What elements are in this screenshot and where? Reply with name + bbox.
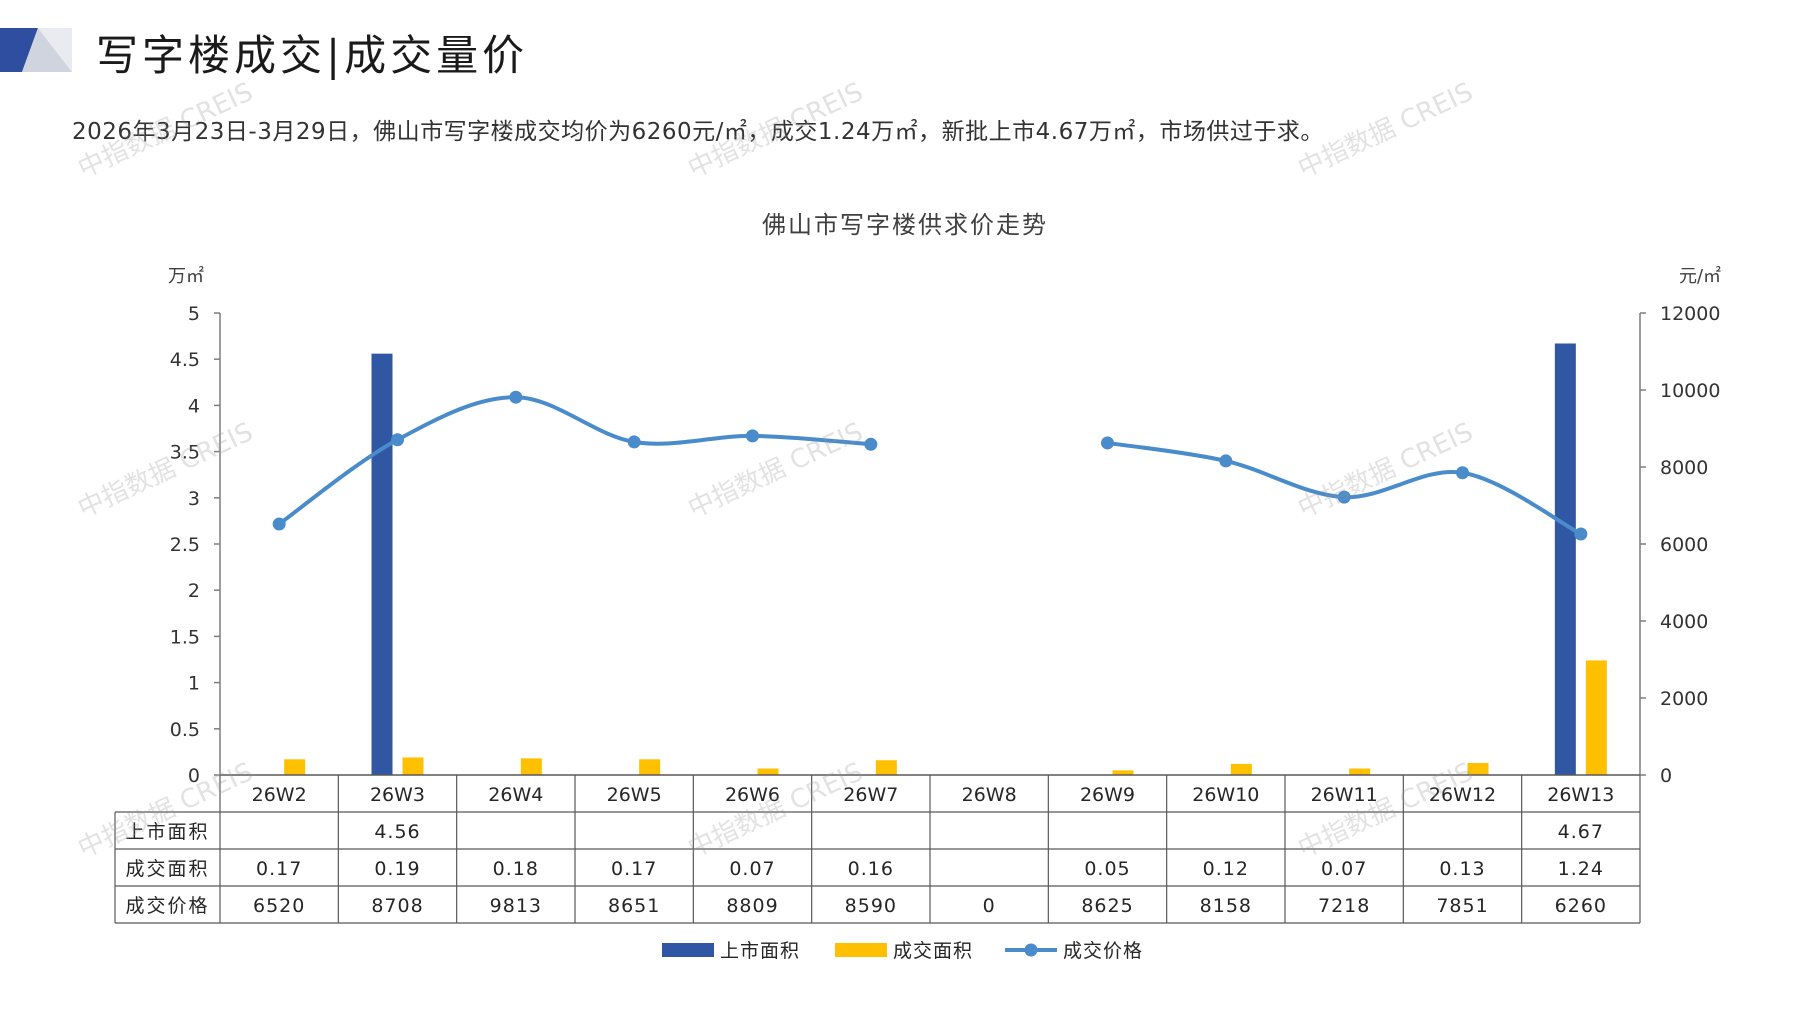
price-point xyxy=(746,429,759,443)
page-title: 写字楼成交|成交量价 xyxy=(96,31,529,80)
y-right-tick-label: 4000 xyxy=(1660,611,1708,633)
y-left-tick-label: 2 xyxy=(188,580,200,602)
table-cell: 8158 xyxy=(1200,895,1252,917)
y-left-tick-label: 4 xyxy=(188,395,200,417)
table-cell: 8651 xyxy=(608,895,660,917)
y-left-tick-label: 2.5 xyxy=(170,534,200,556)
x-tick-label: 26W8 xyxy=(962,784,1017,806)
deal-area-bar xyxy=(1349,768,1371,775)
x-tick-label: 26W5 xyxy=(607,784,662,806)
y-left-tick-label: 0 xyxy=(188,765,200,787)
chart-title: 佛山市写字楼供求价走势 xyxy=(762,211,1048,239)
x-tick-label: 26W3 xyxy=(370,784,425,806)
x-tick-label: 26W10 xyxy=(1192,784,1259,806)
table-row-header: 上市面积 xyxy=(125,821,209,843)
table-cell: 7218 xyxy=(1318,895,1370,917)
deal-area-bar xyxy=(1112,770,1134,775)
deal-area-bar xyxy=(757,768,779,775)
table-cell: 0.19 xyxy=(374,858,420,880)
deal-area-bar xyxy=(520,758,542,775)
table-cell: 0.17 xyxy=(611,858,657,880)
table-cell: 7851 xyxy=(1436,895,1488,917)
table-cell: 1.24 xyxy=(1558,858,1604,880)
table-cell: 6520 xyxy=(253,895,305,917)
table-cell: 0.13 xyxy=(1439,858,1485,880)
summary-text: 2026年3月23日-3月29日，佛山市写字楼成交均价为6260元/㎡，成交1.… xyxy=(72,119,1324,145)
price-point xyxy=(1574,527,1588,541)
table-cell: 4.56 xyxy=(374,821,420,843)
price-point xyxy=(1219,454,1233,468)
price-line xyxy=(1107,440,1582,536)
price-point xyxy=(1456,466,1469,480)
legend-label-supply: 上市面积 xyxy=(720,940,800,962)
y-left-unit: 万㎡ xyxy=(168,265,204,287)
price-point xyxy=(391,433,404,447)
table-cell: 6260 xyxy=(1555,895,1607,917)
table-cell: 0.17 xyxy=(256,858,302,880)
legend-swatch-supply xyxy=(662,943,714,957)
price-point xyxy=(1101,436,1114,450)
price-point xyxy=(1337,490,1351,504)
deal-area-bar xyxy=(1467,762,1489,775)
table-cell: 0.05 xyxy=(1084,858,1130,880)
x-tick-label: 26W2 xyxy=(252,784,307,806)
table-cell: 8708 xyxy=(371,895,423,917)
y-left-tick-label: 4.5 xyxy=(170,349,200,371)
table-cell: 0.07 xyxy=(1321,858,1367,880)
header-logo xyxy=(0,28,72,72)
legend-swatch-price-marker xyxy=(1024,943,1038,957)
table-row-header: 成交价格 xyxy=(125,895,209,917)
y-left-tick-label: 3 xyxy=(188,488,200,510)
table-cell: 4.67 xyxy=(1558,821,1604,843)
supply-bar xyxy=(1554,343,1576,775)
table-cell: 8625 xyxy=(1081,895,1133,917)
y-right-tick-label: 10000 xyxy=(1660,380,1720,402)
y-left-tick-label: 3.5 xyxy=(170,442,200,464)
y-left-tick-label: 5 xyxy=(188,303,200,325)
price-line xyxy=(278,395,871,526)
deal-area-bar xyxy=(1585,660,1607,775)
table-cell: 8590 xyxy=(845,895,897,917)
y-left-tick-label: 1.5 xyxy=(170,626,200,648)
price-point xyxy=(864,437,878,451)
y-right-unit: 元/㎡ xyxy=(1679,265,1721,287)
deal-area-bar xyxy=(639,759,661,775)
price-point xyxy=(627,435,641,449)
table-cell: 9813 xyxy=(490,895,542,917)
deal-area-bar xyxy=(402,757,424,775)
price-point xyxy=(272,517,286,531)
x-tick-label: 26W11 xyxy=(1311,784,1378,806)
y-right-tick-label: 6000 xyxy=(1660,534,1708,556)
deal-area-bar xyxy=(284,759,306,775)
y-right-tick-label: 2000 xyxy=(1660,688,1708,710)
y-right-tick-label: 8000 xyxy=(1660,457,1708,479)
y-right-tick-label: 0 xyxy=(1660,765,1672,787)
x-tick-label: 26W9 xyxy=(1080,784,1135,806)
y-right-tick-label: 12000 xyxy=(1660,303,1720,325)
x-tick-label: 26W7 xyxy=(843,784,898,806)
supply-bar xyxy=(371,353,393,775)
legend-label-price: 成交价格 xyxy=(1063,940,1143,962)
table-cell: 8809 xyxy=(726,895,778,917)
price-point xyxy=(509,390,523,404)
table-cell: 0.18 xyxy=(493,858,539,880)
y-left-tick-label: 0.5 xyxy=(170,719,200,741)
table-cell: 0 xyxy=(983,895,996,917)
table-cell: 0.07 xyxy=(729,858,775,880)
deal-area-bar xyxy=(1230,763,1252,775)
x-tick-label: 26W12 xyxy=(1429,784,1496,806)
table-cell: 0.16 xyxy=(848,858,894,880)
x-tick-label: 26W6 xyxy=(725,784,780,806)
x-tick-label: 26W4 xyxy=(488,784,543,806)
y-left-tick-label: 1 xyxy=(188,673,200,695)
legend-swatch-deal-area xyxy=(835,943,887,957)
deal-area-bar xyxy=(875,760,897,775)
table-cell: 0.12 xyxy=(1203,858,1249,880)
table-row-header: 成交面积 xyxy=(125,858,209,880)
legend-label-deal-area: 成交面积 xyxy=(893,940,973,962)
x-tick-label: 26W13 xyxy=(1547,784,1614,806)
